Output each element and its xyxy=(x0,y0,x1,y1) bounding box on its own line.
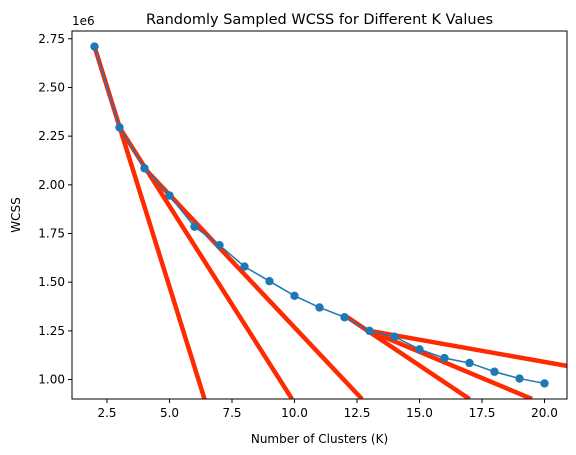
tangent-line xyxy=(368,328,533,399)
x-tick-label: 10.0 xyxy=(281,406,308,420)
x-tick-label: 15.0 xyxy=(406,406,433,420)
series-layer xyxy=(90,42,549,388)
x-tick-label: 2.5 xyxy=(97,406,116,420)
tangent-line xyxy=(369,328,567,369)
wcss-point xyxy=(440,353,449,363)
y-tick-label: 1.25 xyxy=(38,324,65,338)
wcss-point xyxy=(165,191,174,200)
plot-frame xyxy=(71,30,568,400)
x-tick-label: 7.5 xyxy=(222,406,241,420)
y-tick-label: 2.75 xyxy=(38,32,65,46)
x-axis-label: Number of Clusters (K) xyxy=(251,432,388,446)
x-tick-label: 12.5 xyxy=(344,406,371,420)
wcss-point xyxy=(265,277,274,286)
wcss-point xyxy=(540,379,549,388)
tangent-line xyxy=(142,166,364,399)
wcss-point xyxy=(140,164,149,173)
x-tick-label: 20.0 xyxy=(531,406,558,420)
x-tick-label: 17.5 xyxy=(469,406,496,420)
y-axis-label: WCSS xyxy=(9,197,23,232)
wcss-point xyxy=(240,262,249,271)
y-axis: 1.00 1.25 1.50 1.75 2.00 2.25 2.50 2.75 xyxy=(38,32,72,387)
wcss-point xyxy=(390,332,399,341)
wcss-point xyxy=(515,374,524,383)
wcss-point xyxy=(490,367,499,376)
wcss-point xyxy=(190,222,199,231)
wcss-point xyxy=(215,240,224,250)
y-tick-label: 2.25 xyxy=(38,129,65,143)
y-tick-label: 1.00 xyxy=(38,373,65,387)
wcss-point xyxy=(115,123,124,132)
y-tick-label: 2.50 xyxy=(38,80,65,94)
y-tick-label: 1.75 xyxy=(38,226,65,240)
tangent-lines xyxy=(92,45,567,399)
wcss-point xyxy=(340,313,349,322)
wcss-point xyxy=(315,303,324,312)
x-axis: 2.5 5.0 7.5 10.0 12.5 15.0 17.5 20.0 xyxy=(97,399,558,420)
wcss-point xyxy=(465,358,474,368)
x-tick-label: 5.0 xyxy=(160,406,179,420)
y-tick-label: 2.00 xyxy=(38,178,65,192)
chart-title: Randomly Sampled WCSS for Different K Va… xyxy=(146,12,493,28)
wcss-point xyxy=(415,345,424,354)
y-offset-text: 1e6 xyxy=(72,14,95,28)
wcss-point xyxy=(90,42,99,51)
y-tick-label: 1.50 xyxy=(38,275,65,289)
wcss-line xyxy=(93,46,545,385)
wcss-point xyxy=(365,326,374,336)
wcss-point xyxy=(290,291,299,301)
